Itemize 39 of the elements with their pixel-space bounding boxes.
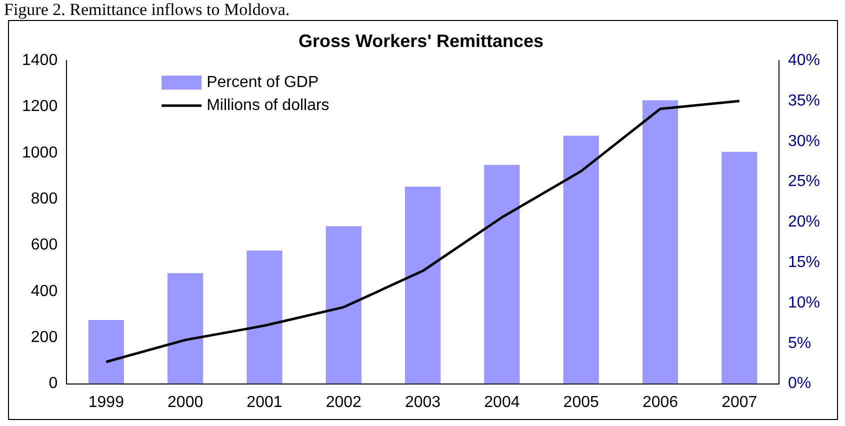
y-tick-label: 600 (30, 236, 58, 254)
x-tick-label: 2001 (246, 394, 282, 411)
y2-tick-label: 20% (788, 214, 820, 231)
y-tick-label: 1200 (22, 98, 58, 116)
x-tick-label: 2006 (642, 394, 678, 411)
bar (642, 100, 678, 384)
y-tick-label: 0 (48, 375, 58, 392)
y2-tick-label: 25% (788, 173, 820, 190)
bar (404, 186, 441, 384)
y-tick-label: 1400 (22, 52, 58, 70)
bar (326, 226, 362, 384)
y-tick-label: 400 (30, 282, 58, 300)
bar (563, 136, 599, 384)
bar (88, 320, 124, 384)
y2-tick-label: 30% (788, 132, 820, 150)
bar (168, 273, 204, 384)
bar (722, 152, 758, 384)
y2-tick-label: 5% (788, 334, 812, 352)
y2-tick-label: 0% (788, 375, 812, 392)
bar (484, 164, 520, 384)
caption: Figure 2. Remittance inflows to Moldova. (3, 0, 291, 20)
y2-tick-label: 35% (788, 92, 820, 110)
y2-tick-label: 10% (788, 294, 820, 312)
x-tick-label: 2002 (326, 394, 362, 411)
bar (246, 250, 282, 384)
x-tick-label: 2000 (168, 394, 204, 411)
y-tick-label: 800 (30, 190, 58, 208)
x-tick-label: 2003 (404, 394, 441, 411)
x-tick-label: 2004 (484, 394, 520, 411)
chart-title: Gross Workers' Remittances (298, 30, 544, 51)
legend-label: Percent of GDP (206, 74, 319, 92)
x-tick-label: 2005 (563, 394, 599, 411)
y2-tick-label: 40% (788, 52, 820, 70)
y-tick-label: 200 (30, 329, 58, 346)
x-tick-label: 1999 (88, 394, 124, 411)
y-tick-label: 1000 (22, 144, 58, 162)
legend-label: Millions of dollars (206, 97, 330, 114)
y2-tick-label: 15% (788, 254, 820, 272)
x-tick-label: 2007 (722, 394, 758, 411)
